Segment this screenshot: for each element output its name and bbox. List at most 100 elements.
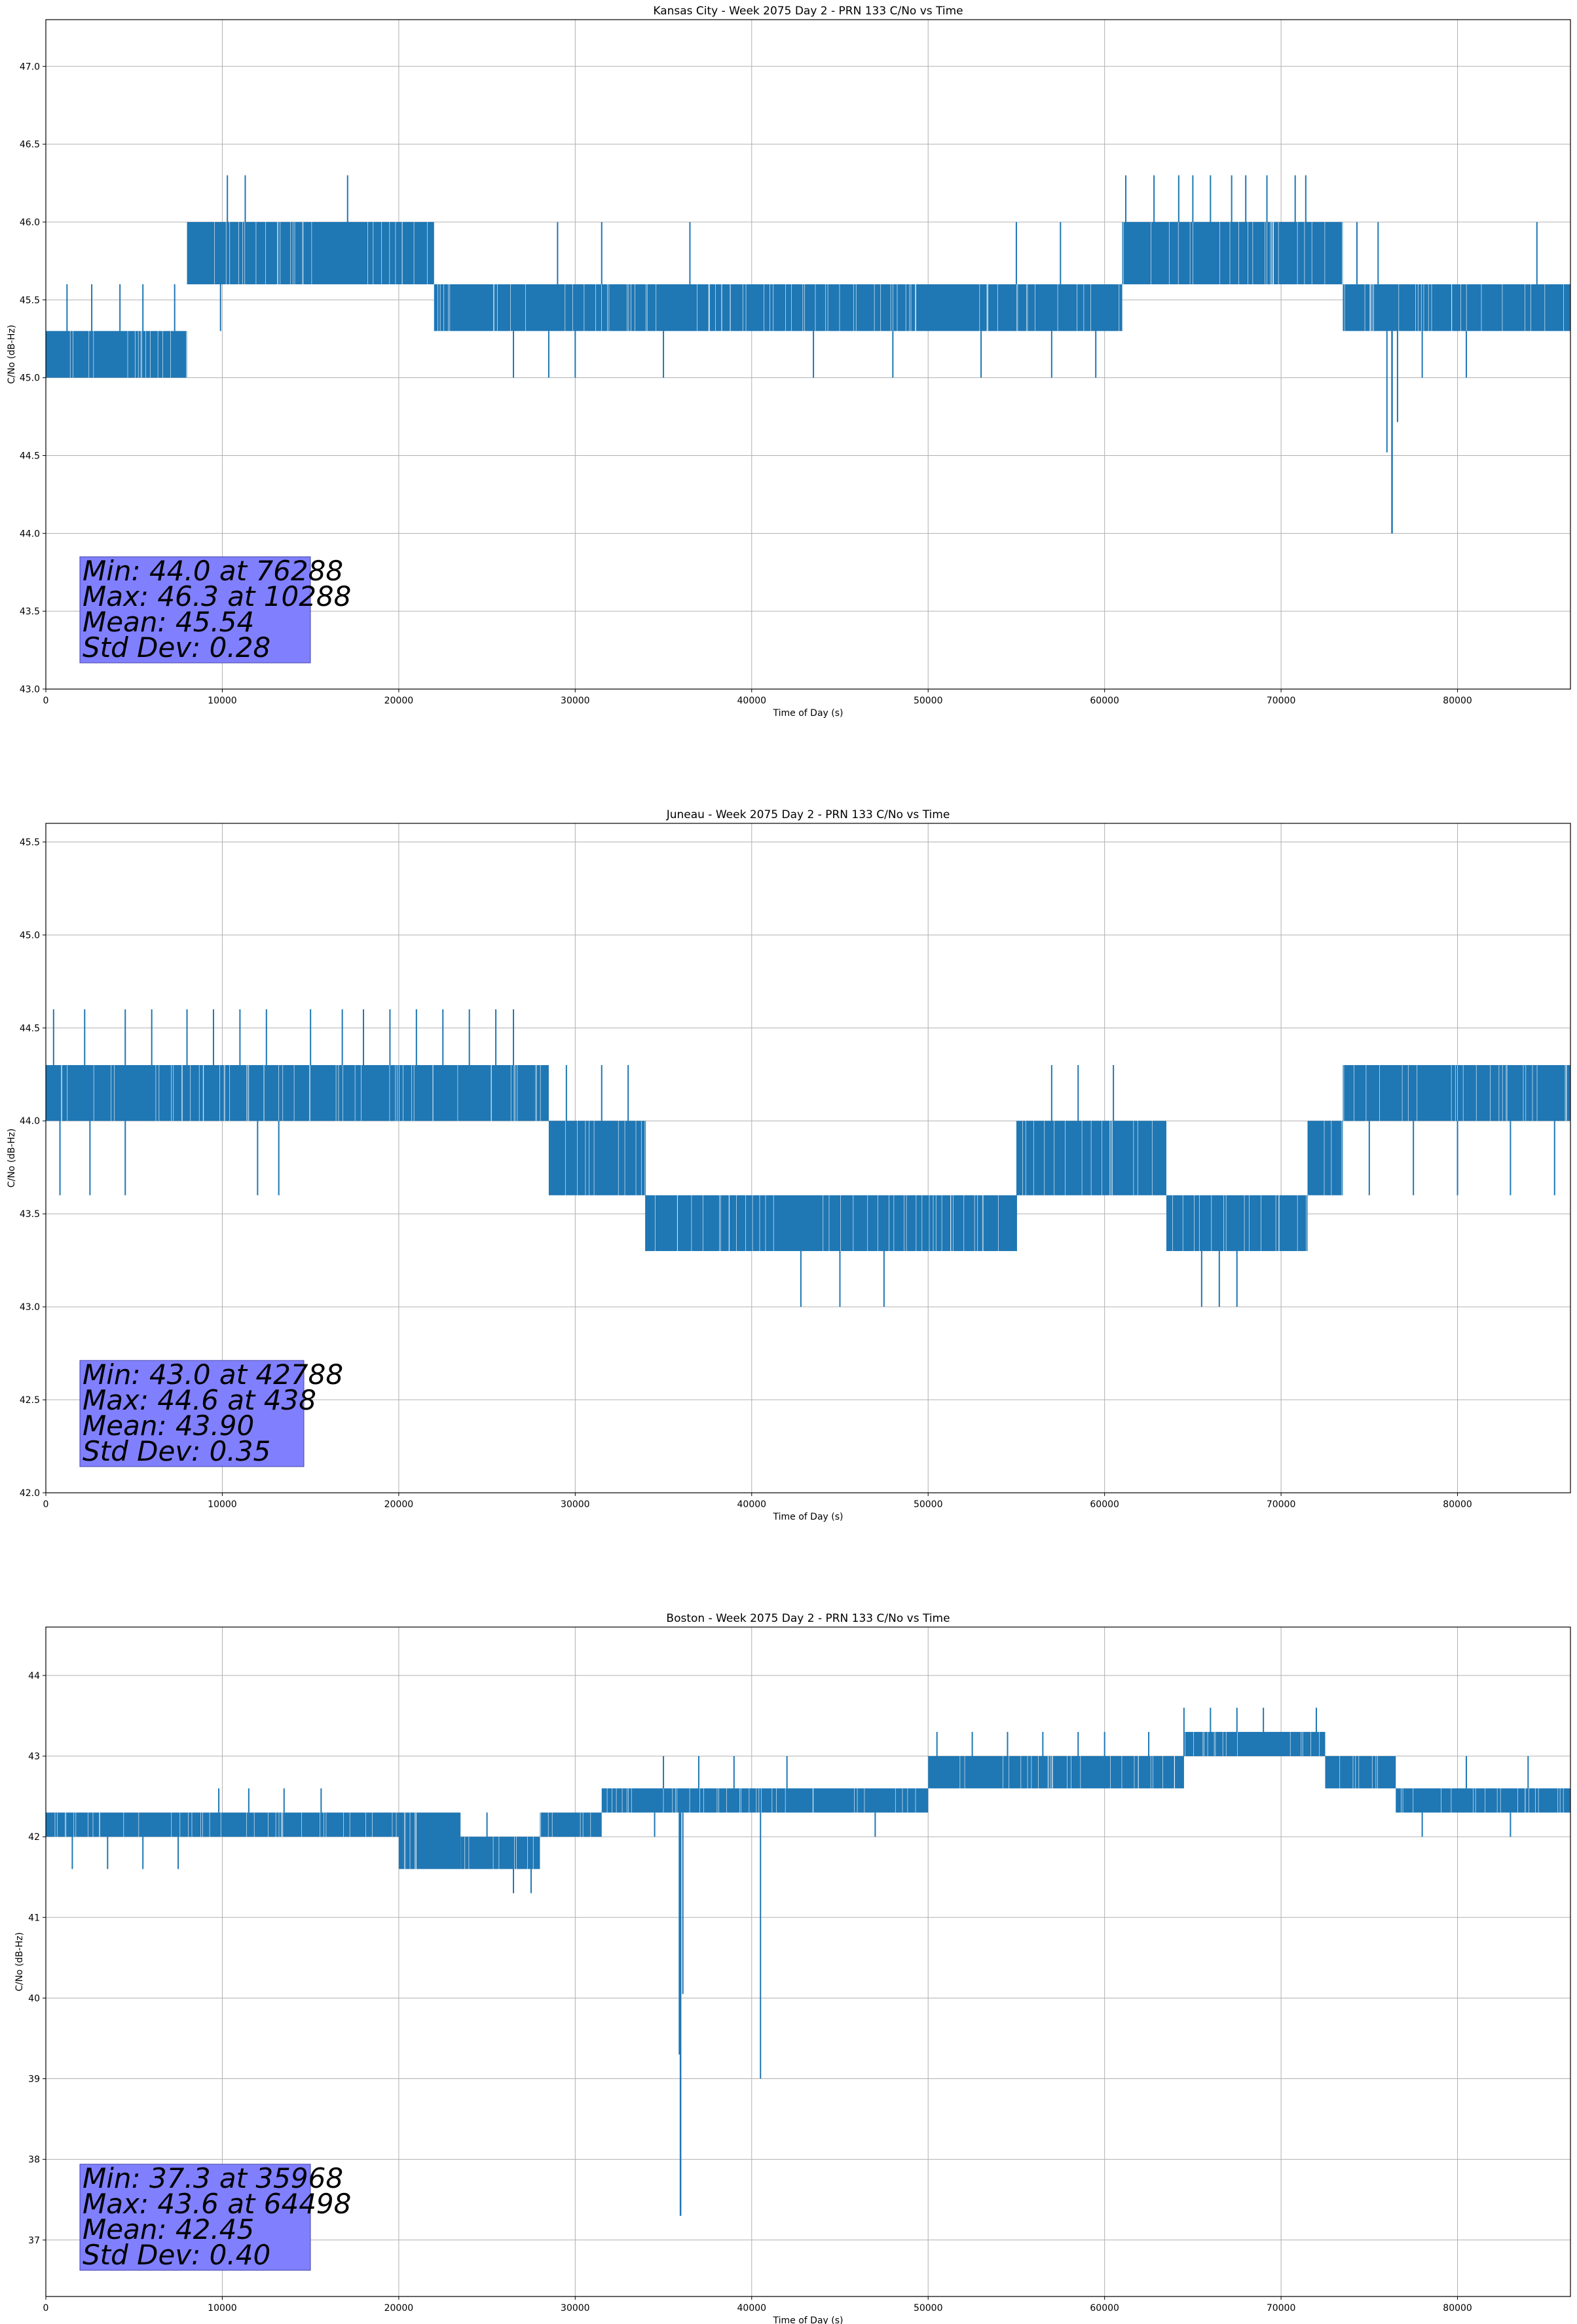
band-segment (1325, 1756, 1396, 1789)
x-tick-label: 40000 (737, 696, 767, 706)
y-axis-label: C/No (dB-Hz) (7, 325, 17, 384)
y-tick-label: 44.5 (20, 451, 40, 461)
stats-min: Min: 43.0 at 42788 (83, 1359, 343, 1391)
series-cno (46, 1708, 1570, 2216)
x-tick-label: 20000 (384, 2303, 414, 2314)
chart-juneau: 0 10000 20000 30000 40000 50000 60000 70000 8000… (7, 808, 1571, 1522)
plot-border (45, 823, 1571, 1493)
y-tick-label: 43.0 (20, 1302, 40, 1313)
stats-mean: Mean: 42.45 (83, 2213, 254, 2245)
y-tick-label: 42.0 (20, 1488, 40, 1499)
stats-std-dev: Std Dev: 0.40 (83, 2239, 270, 2271)
x-tick-label: 20000 (384, 1499, 414, 1510)
x-tick-label: 20000 (384, 696, 414, 706)
chart-kansas-city: 0 10000 20000 30000 40000 50000 60000 70000 8000… (7, 5, 1571, 719)
plot-border (45, 19, 1571, 690)
x-tick-label: 40000 (737, 2303, 767, 2314)
x-tick-label: 60000 (1090, 696, 1119, 706)
tick-labels: 0 10000 20000 30000 40000 50000 60000 70000 8000… (28, 1671, 1472, 2314)
stats-box-background (79, 2164, 311, 2271)
y-tick-label: 39 (28, 2074, 40, 2085)
stats-max: Max: 46.3 at 10288 (83, 580, 351, 612)
x-tick-label: 50000 (914, 2303, 943, 2314)
stats-min: Min: 37.3 at 35968 (83, 2162, 343, 2194)
stats-box-background (79, 556, 311, 664)
stats-box: Min: 37.3 at 35968 Max: 43.6 at 64498 Me… (79, 2162, 351, 2271)
stats-box-background (79, 1360, 305, 1467)
x-tick-label: 70000 (1267, 1499, 1296, 1510)
stats-max: Max: 44.6 at 438 (83, 1384, 316, 1416)
y-tick-label: 45.0 (20, 373, 40, 384)
y-tick-label: 46.0 (20, 217, 40, 228)
stats-mean: Mean: 45.54 (83, 606, 254, 638)
y-tick-label: 41 (28, 1913, 40, 1923)
chart-boston: 0 10000 20000 30000 40000 50000 60000 70000 8000… (14, 1612, 1571, 2324)
x-tick-label: 60000 (1090, 2303, 1119, 2314)
y-tick-label: 43.5 (20, 607, 40, 617)
y-tick-label: 42 (28, 1832, 40, 1843)
band-segment (540, 1812, 602, 1837)
band-segment (460, 1837, 540, 1869)
band-segment (1166, 1195, 1308, 1251)
y-tick-label: 44.5 (20, 1023, 40, 1034)
y-tick-label: 42.5 (20, 1395, 40, 1406)
plot-border (45, 1626, 1571, 2297)
stats-box: Min: 44.0 at 76288 Max: 46.3 at 10288 Me… (79, 555, 351, 664)
band-segment (46, 1065, 549, 1121)
stats-max: Max: 43.6 at 64498 (83, 2188, 351, 2220)
band-segment (398, 1812, 461, 1869)
band-segment (928, 1756, 1184, 1789)
x-tick-label: 30000 (561, 1499, 590, 1510)
series-cno (46, 1009, 1570, 1307)
x-tick-label: 10000 (208, 2303, 237, 2314)
x-tick-label: 50000 (914, 696, 943, 706)
x-tick-label: 40000 (737, 1499, 767, 1510)
y-tick-label: 38 (28, 2155, 40, 2165)
band-segment (646, 1195, 1016, 1251)
y-tick-label: 45.0 (20, 930, 40, 941)
stats-mean: Mean: 43.90 (83, 1410, 254, 1442)
axes-frame (43, 823, 1571, 1496)
x-tick-label: 50000 (914, 1499, 943, 1510)
y-tick-label: 43 (28, 1752, 40, 1762)
y-tick-label: 46.5 (20, 140, 40, 150)
y-tick-label: 40 (28, 1993, 40, 2004)
band-segment (187, 221, 434, 285)
y-tick-label: 44.0 (20, 1116, 40, 1127)
stats-box: Min: 43.0 at 42788 Max: 44.6 at 438 Mean… (79, 1359, 343, 1467)
stats-std-dev: Std Dev: 0.28 (83, 631, 270, 664)
y-tick-label: 43.5 (20, 1209, 40, 1220)
x-tick-label: 10000 (208, 696, 237, 706)
y-tick-label: 44 (28, 1671, 40, 1681)
y-axis-label: C/No (dB-Hz) (14, 1932, 25, 1991)
band-segment (434, 284, 1122, 331)
y-axis-label: C/No (dB-Hz) (7, 1129, 17, 1188)
x-tick-label: 0 (43, 2303, 49, 2314)
band-segment (548, 1121, 646, 1195)
band-segment (46, 331, 187, 378)
x-tick-label: 70000 (1267, 696, 1296, 706)
stats-min: Min: 44.0 at 76288 (83, 555, 343, 587)
axes-frame (43, 1626, 1571, 2300)
band-segment (1307, 1121, 1343, 1195)
x-tick-label: 30000 (561, 696, 590, 706)
x-tick-label: 30000 (561, 2303, 590, 2314)
x-axis-label: Time of Day (s) (773, 1512, 844, 1522)
band-segment (1122, 221, 1343, 285)
y-tick-label: 47.0 (20, 62, 40, 72)
x-tick-label: 70000 (1267, 2303, 1296, 2314)
band-segment (601, 1788, 929, 1813)
x-tick-label: 60000 (1090, 1499, 1119, 1510)
band-segment (1396, 1788, 1570, 1813)
x-tick-label: 80000 (1443, 1499, 1472, 1510)
chart-title: Boston - Week 2075 Day 2 - PRN 133 C/No … (666, 1612, 950, 1625)
tick-labels: 0 10000 20000 30000 40000 50000 60000 70000 8000… (20, 837, 1472, 1510)
y-tick-label: 44.0 (20, 529, 40, 539)
stats-std-dev: Std Dev: 0.35 (83, 1435, 270, 1467)
band-segment (1343, 284, 1570, 331)
axes-frame (43, 19, 1571, 692)
x-axis-label: Time of Day (s) (773, 2315, 844, 2324)
y-tick-label: 45.5 (20, 295, 40, 306)
x-tick-label: 80000 (1443, 696, 1472, 706)
x-tick-label: 0 (43, 696, 49, 706)
